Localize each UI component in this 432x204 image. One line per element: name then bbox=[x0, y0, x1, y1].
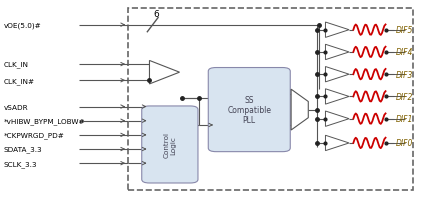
Text: CLK_IN: CLK_IN bbox=[3, 61, 29, 68]
FancyBboxPatch shape bbox=[208, 68, 290, 152]
Text: *CKPWRGD_PD#: *CKPWRGD_PD# bbox=[3, 132, 64, 139]
Polygon shape bbox=[325, 136, 349, 151]
Text: DIF1: DIF1 bbox=[396, 115, 413, 124]
Text: SS
Compatible
PLL: SS Compatible PLL bbox=[227, 95, 271, 125]
Polygon shape bbox=[325, 23, 349, 38]
Polygon shape bbox=[149, 61, 180, 84]
Polygon shape bbox=[291, 90, 308, 130]
Polygon shape bbox=[325, 67, 349, 82]
Text: DIF2: DIF2 bbox=[396, 92, 413, 101]
Text: vSADR: vSADR bbox=[3, 104, 28, 110]
Text: vOE(5.0)#: vOE(5.0)# bbox=[3, 22, 41, 29]
Text: SCLK_3.3: SCLK_3.3 bbox=[3, 160, 37, 167]
Text: DIF5: DIF5 bbox=[396, 26, 413, 35]
Text: DIF4: DIF4 bbox=[396, 48, 413, 57]
Text: 6: 6 bbox=[153, 10, 159, 19]
Polygon shape bbox=[325, 45, 349, 60]
Text: *vHIBW_BYPM_LOBW#: *vHIBW_BYPM_LOBW# bbox=[3, 118, 85, 124]
Polygon shape bbox=[325, 89, 349, 105]
Text: DIF0: DIF0 bbox=[396, 139, 413, 148]
Text: SDATA_3.3: SDATA_3.3 bbox=[3, 146, 42, 153]
Text: CLK_IN#: CLK_IN# bbox=[3, 78, 35, 84]
Polygon shape bbox=[325, 111, 349, 127]
Text: Control
Logic: Control Logic bbox=[163, 132, 176, 158]
FancyBboxPatch shape bbox=[142, 106, 198, 183]
Text: DIF3: DIF3 bbox=[396, 70, 413, 79]
